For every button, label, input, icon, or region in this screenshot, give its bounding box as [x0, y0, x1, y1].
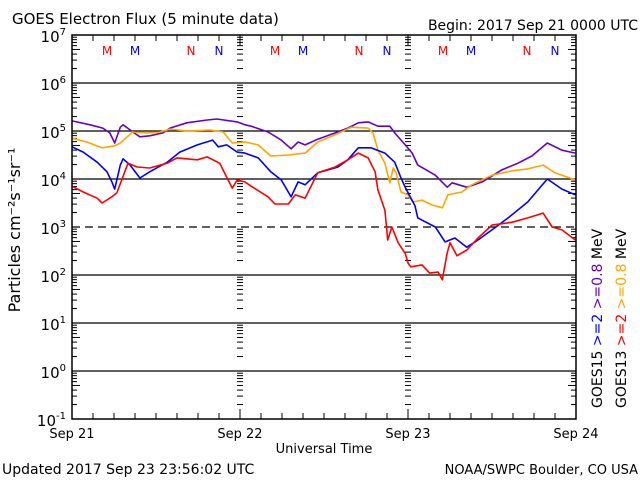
series-line-goes15-2-mev [71, 139, 576, 248]
grid-lines [72, 82, 576, 372]
series-line-goes13-0-8-mev [71, 126, 576, 209]
source-label: NOAA/SWPC Boulder, CO USA [445, 463, 638, 478]
event-markers: M M MM M MN N NN N N [102, 44, 560, 58]
event-marker: M [438, 44, 448, 58]
series-line-goes15-0-8-mev [71, 118, 576, 188]
chart-title: GOES Electron Flux (5 minute data) [12, 10, 279, 28]
event-marker: M [466, 44, 476, 58]
x-tick-label: Sep 23 [385, 427, 430, 442]
y-tick-label: 101 [41, 315, 66, 334]
legend-entry: MeV [590, 228, 606, 263]
event-marker: M [102, 44, 112, 58]
y-tick-label: 103 [41, 219, 66, 238]
event-marker: N [383, 44, 392, 58]
y-tick-label: 100 [41, 363, 66, 382]
series-line-goes13-2-mev [71, 152, 576, 281]
legend-entry: >=2 [614, 314, 630, 351]
legend-entry: GOES13 [614, 351, 630, 408]
y-axis-label: Particles cm⁻²s⁻¹sr⁻¹ [5, 148, 24, 313]
event-marker: M [130, 44, 140, 58]
event-marker: N [551, 44, 560, 58]
plot-frame [71, 34, 577, 420]
y-tick-labels: 107 106 105 104 103 102 101 100 10-1 [37, 27, 66, 430]
begin-label: Begin: 2017 Sep 21 0000 UTC [428, 18, 638, 34]
x-axis-label: Universal Time [276, 442, 373, 457]
updated-label: Updated 2017 Sep 23 23:56:02 UTC [2, 462, 255, 478]
y-tick-label: 10-1 [37, 411, 66, 430]
series-lines [71, 118, 576, 281]
y-tick-label: 105 [41, 123, 66, 142]
event-marker: N [215, 44, 224, 58]
y-tick-label: 104 [41, 171, 66, 190]
event-marker: N [187, 44, 196, 58]
y-tick-label: 107 [41, 27, 66, 46]
legend-column: GOES15 >=2 >=0.8 MeV [590, 228, 606, 408]
legend-entry: MeV [614, 228, 630, 263]
event-marker: M [298, 44, 308, 58]
x-tick-label: Sep 21 [49, 427, 94, 442]
y-tick-label: 102 [41, 267, 66, 286]
event-marker: N [523, 44, 532, 58]
event-marker: N [355, 44, 364, 58]
legend-entry: >=0.8 [590, 264, 606, 314]
legend-entry: >=2 [590, 314, 606, 351]
x-tick-labels: Sep 21 Sep 22 Sep 23 Sep 24 [49, 427, 598, 442]
event-marker: M [270, 44, 280, 58]
x-tick-label: Sep 22 [217, 427, 262, 442]
legend-entry: >=0.8 [614, 264, 630, 314]
legend-column: GOES13 >=2 >=0.8 MeV [614, 228, 630, 408]
x-tick-label: Sep 24 [553, 427, 598, 442]
legend-entry: GOES15 [590, 351, 606, 408]
y-tick-label: 106 [41, 75, 66, 94]
